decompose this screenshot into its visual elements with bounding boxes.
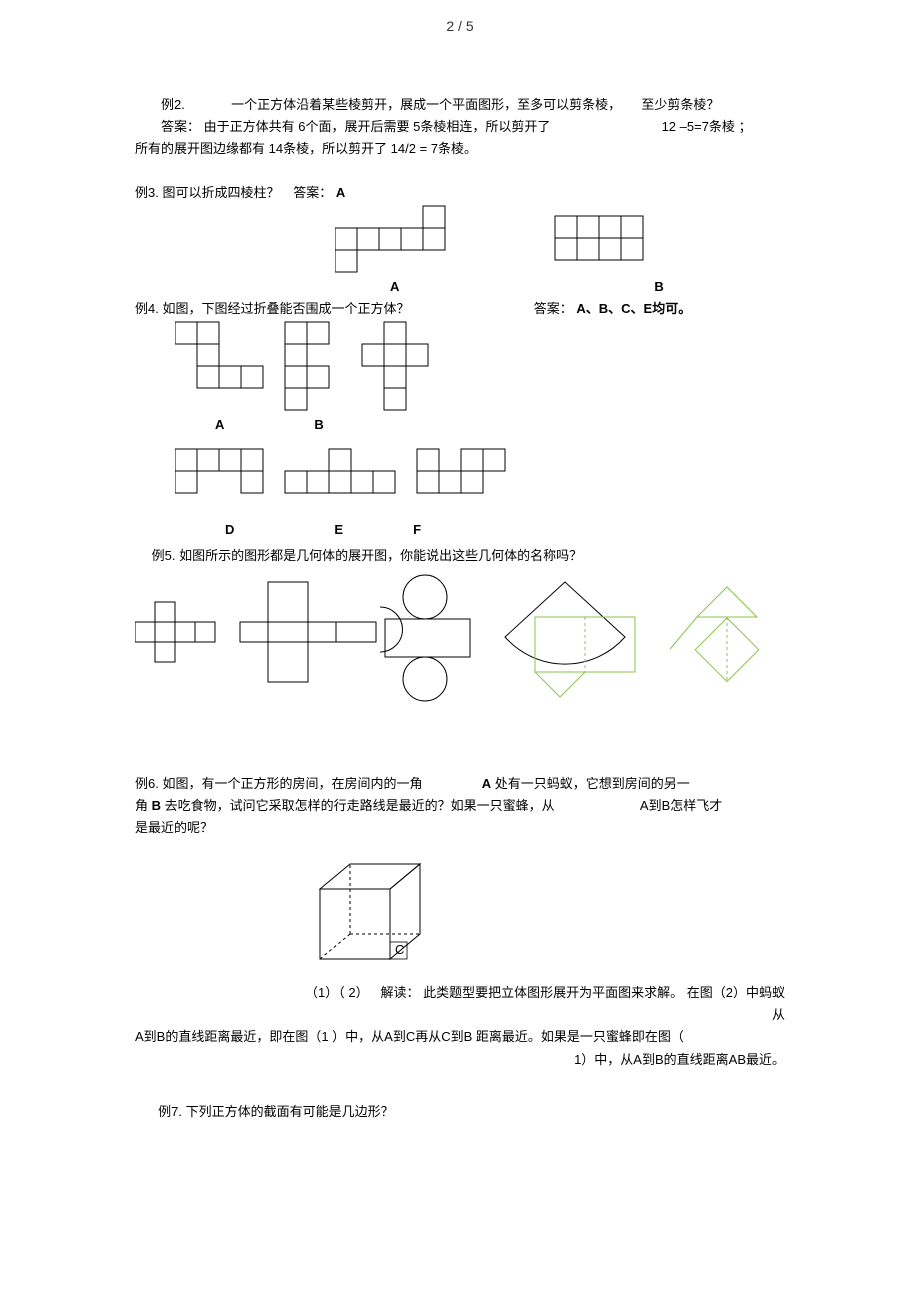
ex6-question-line3: 是最近的呢？: [135, 817, 785, 839]
ex2-a-text-1: 由于正方体共有 6个面，展开后需要 5条棱相连，所以剪开了: [204, 119, 551, 134]
ex6-sol-2: A到B的直线距离最近，即在图（1 ）中，从A到C再从C到B 距离最近。如果是一只…: [135, 1029, 684, 1044]
ex2-label: 例2.: [161, 97, 185, 112]
ex5-diagram: [135, 567, 795, 707]
ex3-opt-a: A: [390, 276, 399, 298]
ex7-question: 例7. 下列正方体的截面有可能是几边形？: [135, 1101, 785, 1123]
ex2-q-text-2: 至少剪条棱？: [641, 97, 719, 112]
ex6-q-3: 角: [135, 798, 148, 813]
ex7-q-text: 下列正方体的截面有可能是几边形？: [186, 1104, 394, 1119]
ex6-q-2: 处有一只蚂蚁，它想到房间的另一: [495, 776, 690, 791]
ex4-label: 例4.: [135, 301, 159, 316]
answer-prefix: 答案：: [534, 301, 573, 316]
ex4-opt-a: A: [215, 414, 224, 436]
svg-text:C: C: [395, 942, 404, 957]
ex5-question: 例5. 如图所示的图形都是几何体的展开图，你能说出这些几何体的名称吗？: [135, 545, 785, 567]
ex6-q-5: A到B怎样飞才: [640, 798, 722, 813]
ex3-question: 例3. 图可以折成四棱柱？ 答案： A: [135, 182, 785, 204]
solution-prefix: 解读：: [381, 985, 420, 1000]
ex6-q-A: A: [482, 776, 491, 791]
ex3-option-labels: A B: [135, 276, 785, 298]
ex4-q-text: 如图，下图经过折叠能否围成一个正方体？: [162, 301, 409, 316]
ex2-answer-line1: 答案： 由于正方体共有 6个面，展开后需要 5条棱相连，所以剪开了 12 –5=…: [135, 116, 785, 138]
ex6-solution-line3: 1）中，从A到B的直线距离AB最近。: [135, 1049, 785, 1071]
ex4-opt-b: B: [314, 414, 323, 436]
ex4-option-labels-def: D E F: [135, 519, 785, 541]
ex4-opt-d: D: [225, 519, 234, 541]
ex6-question-line2: 角 B 去吃食物，试问它采取怎样的行走路线是最近的？如果一只蜜蜂，从 A到B怎样…: [135, 795, 785, 817]
ex6-q-B: B: [152, 798, 161, 813]
ex6-label: 例6.: [135, 776, 159, 791]
ex4-opt-e: E: [334, 519, 343, 541]
ex3-opt-b: B: [654, 276, 663, 298]
ex4-opt-f: F: [413, 519, 421, 541]
ex6-fig-labels: （1）（ 2）: [305, 982, 369, 1004]
ex3-answer: A: [336, 185, 345, 200]
ex4-question: 例4. 如图，下图经过折叠能否围成一个正方体？ 答案： A、B、C、E均可。: [135, 298, 785, 320]
ex3-diagram: [335, 204, 835, 274]
ex7-label: 例7.: [158, 1104, 182, 1119]
ex2-q-text-1: 一个正方体沿着某些棱剪开，展成一个平面图形，至多可以剪条棱，: [231, 97, 621, 112]
ex4-diagram-row1: [175, 320, 675, 412]
ex4-option-labels-ab: A B: [135, 414, 785, 436]
answer-prefix: 答案：: [293, 185, 332, 200]
ex4-answer: A、B、C、E均可。: [576, 301, 691, 316]
ex2-question: 例2. 一个正方体沿着某些棱剪开，展成一个平面图形，至多可以剪条棱， 至少剪条棱…: [135, 94, 785, 116]
ex3-q-text: 图可以折成四棱柱？: [162, 185, 279, 200]
ex3-label: 例3.: [135, 185, 159, 200]
ex6-q-4: 去吃食物，试问它采取怎样的行走路线是最近的？如果一只蜜蜂，从: [165, 798, 555, 813]
ex6-diagram: C: [305, 854, 445, 974]
ex6-solution-line1: （1）（ 2） 解读： 此类题型要把立体图形展开为平面图来求解。 在图（2）中蚂…: [135, 982, 785, 1026]
ex4-diagram-row2: [175, 447, 675, 517]
answer-prefix: 答案：: [161, 119, 200, 134]
ex6-solution-line2: A到B的直线距离最近，即在图（1 ）中，从A到C再从C到B 距离最近。如果是一只…: [135, 1026, 785, 1048]
ex6-question-line1: 例6. 如图，有一个正方形的房间，在房间内的一角 A 处有一只蚂蚁，它想到房间的…: [135, 773, 785, 795]
ex2-a-calc: 12 –5=7条棱: [662, 119, 735, 134]
ex5-label: 例5.: [152, 548, 176, 563]
ex2-answer-line2: 所有的展开图边缘都有 14条棱，所以剪开了 14/2 = 7条棱。: [135, 138, 785, 160]
ex5-q-text: 如图所示的图形都是几何体的展开图，你能说出这些几何体的名称吗？: [179, 548, 582, 563]
document-body: 例2. 一个正方体沿着某些棱剪开，展成一个平面图形，至多可以剪条棱， 至少剪条棱…: [0, 54, 920, 1223]
page-number: 2 / 5: [0, 0, 920, 54]
ex2-a-tail: ；: [739, 119, 752, 134]
ex6-q-1: 如图，有一个正方形的房间，在房间内的一角: [162, 776, 422, 791]
ex6-sol-1: 此类题型要把立体图形展开为平面图来求解。 在图（2）中蚂蚁从: [423, 985, 785, 1022]
